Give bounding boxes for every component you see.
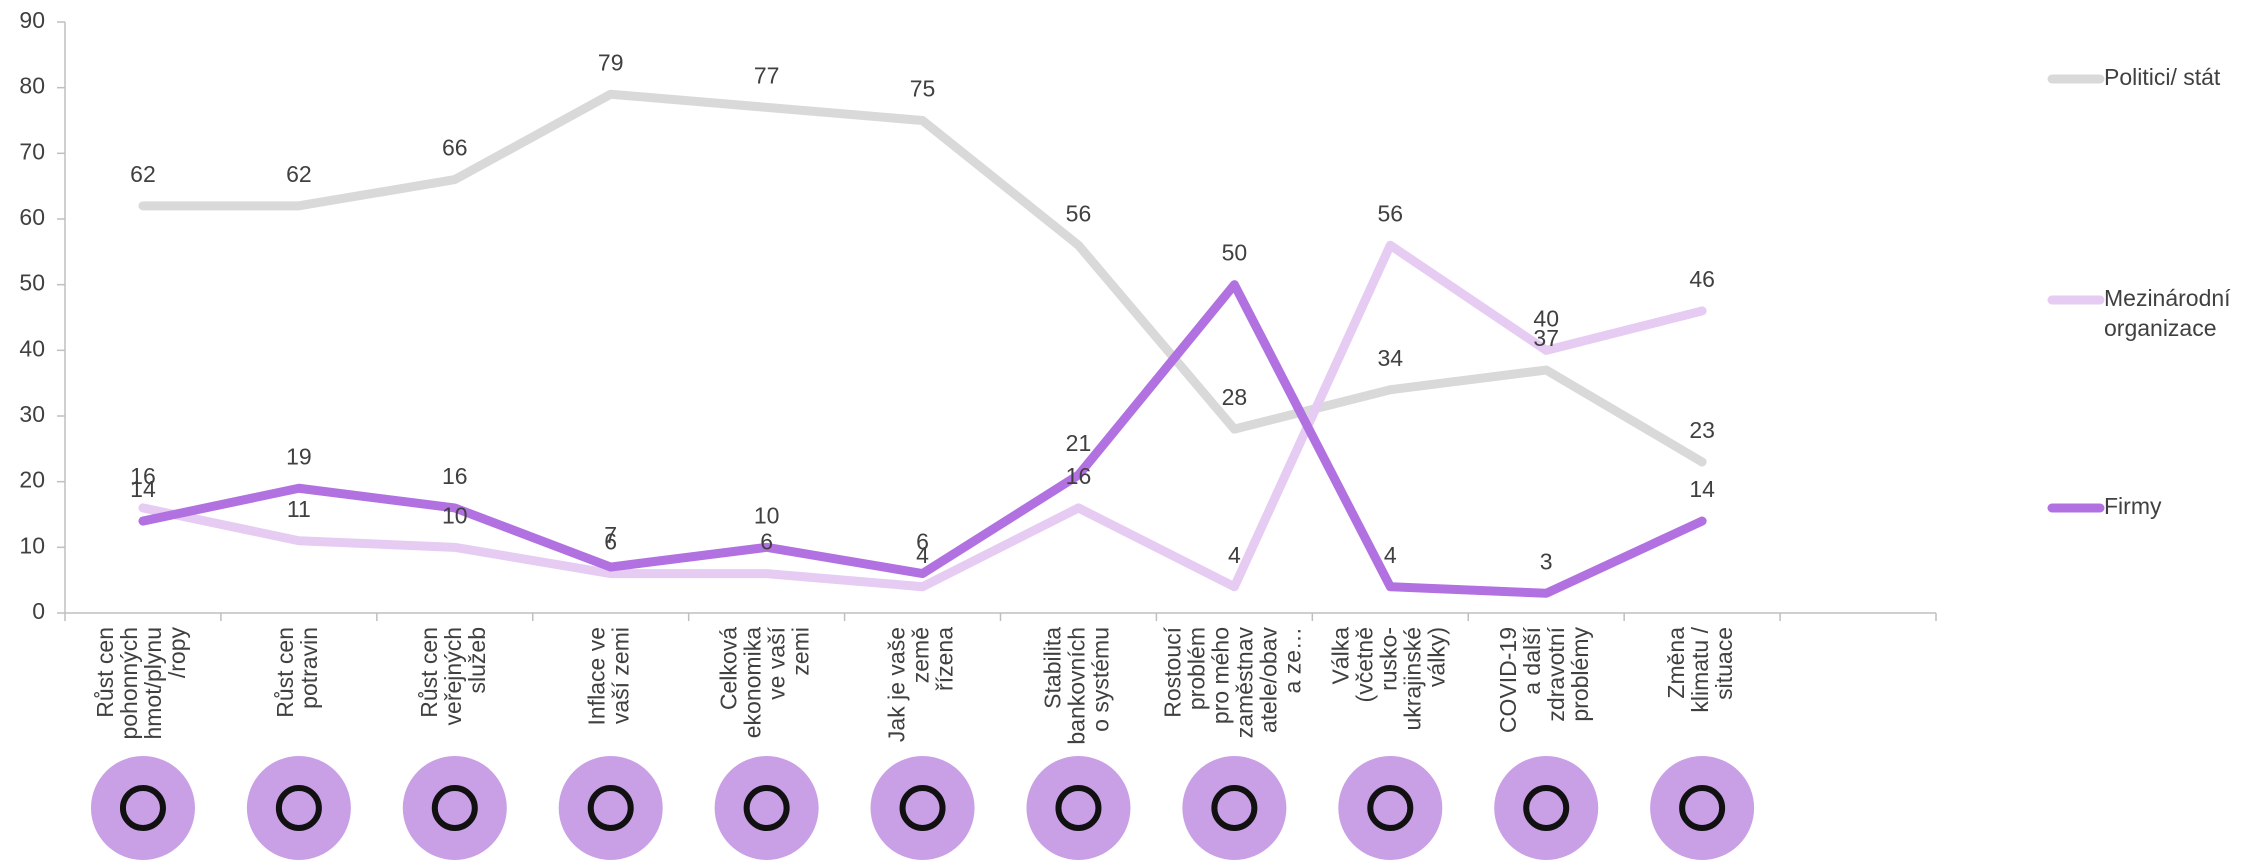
y-tick-label: 0 [32,598,45,624]
data-label: 34 [1377,345,1403,371]
x-tick-label: Růst cenpotravin [272,627,322,718]
x-tick-label: Růst cenpohonnýchhmot/plynu/ropy [92,627,190,740]
data-label: 3 [1540,548,1553,574]
category-icon [1494,756,1599,860]
category-icon [1026,756,1131,860]
category-icon-glyph [431,785,478,831]
series-line [138,240,1707,592]
category-icon-glyph [1055,785,1102,831]
category-icon [558,756,663,860]
category-icon [1182,756,1287,860]
x-tick-label: Růst cenveřejnýchslužeb [416,627,490,725]
legend-label: Mezinárodní organizace [2104,285,2231,341]
data-label: 16 [1066,463,1092,489]
data-label: 62 [286,161,312,187]
x-tick-label: Změnaklimatu /situace [1663,626,1737,712]
y-tick-label: 70 [19,138,45,164]
x-tick-label: Celkováekonomikave vašízemi [716,626,814,738]
data-label: 50 [1222,240,1248,266]
category-icon-glyph [899,785,946,831]
legend-label: Firmy [2104,493,2162,519]
category-icon-glyph [1211,785,1258,831]
data-label: 79 [598,49,624,75]
data-label: 7 [604,522,617,548]
category-label-group: COVID-19a dalšízdravotníproblémy [1495,626,1593,733]
data-label: 21 [1066,430,1092,456]
y-tick-label: 40 [19,335,45,361]
data-label: 6 [604,529,617,555]
data-label: 40 [1533,305,1559,331]
x-tick-label: Rostoucíproblémpro méhozaměstnavatele/ob… [1159,626,1305,738]
category-label-group: Celkováekonomikave vašízemi [716,626,814,738]
data-label: 56 [1066,200,1092,226]
y-tick-label: 10 [19,532,45,558]
category-icon [402,756,507,860]
data-label: 75 [910,76,936,102]
category-icon-glyph [587,785,634,831]
category-icon [246,756,351,860]
data-label: 4 [916,542,929,568]
data-label: 28 [1222,384,1248,410]
category-label-group: Růst cenpotravin [272,627,322,718]
category-label-group: Jak je vašezeměřízena [884,627,958,742]
data-label: 10 [442,502,468,528]
data-label: 19 [286,443,312,469]
category-icon [714,756,819,860]
data-label: 4 [1384,542,1397,568]
category-label-group: Změnaklimatu /situace [1663,626,1737,712]
category-icon-glyph [1523,785,1570,831]
x-tick-label: Inflace vevaší zemi [584,627,634,725]
y-tick-label: 20 [19,467,45,493]
category-icon-glyph [743,785,790,831]
y-tick-label: 60 [19,204,45,230]
category-label-group: Rostoucíproblémpro méhozaměstnavatele/ob… [1159,626,1305,738]
data-label: 66 [442,135,468,161]
x-tick-label: Jak je vašezeměřízena [884,627,958,742]
data-label: 62 [130,161,156,187]
y-tick-label: 30 [19,401,45,427]
data-label: 16 [130,463,156,489]
data-label: 23 [1689,417,1715,443]
category-label-group: Růst cenpohonnýchhmot/plynu/ropy [92,627,190,740]
x-tick-label: COVID-19a dalšízdravotníproblémy [1495,626,1593,733]
category-icon-glyph [275,785,322,831]
data-label: 11 [287,496,311,522]
data-label: 37 [1533,325,1559,351]
data-label: 16 [442,463,468,489]
y-tick-label: 80 [19,73,45,99]
data-label: 4 [1228,542,1241,568]
data-label: 14 [1689,476,1715,502]
category-label-group: Válka(včetněrusko-ukrajinskéválky) [1327,627,1449,731]
category-label-group: Růst cenveřejnýchslužeb [416,627,490,725]
category-icon-glyph [1367,785,1414,831]
data-label: 14 [130,476,156,502]
category-icon [1650,756,1755,860]
data-label: 6 [916,529,929,555]
y-tick-label: 90 [19,7,45,33]
data-label: 77 [754,62,780,88]
legend-label: Politici/ stát [2104,64,2221,90]
series-line [138,280,1707,598]
category-icon [870,756,975,860]
category-label-group: Inflace vevaší zemi [584,627,634,725]
data-label: 6 [760,529,773,555]
series-line [138,89,1707,467]
y-tick-label: 50 [19,270,45,296]
category-icon-glyph [1679,785,1726,831]
data-label: 56 [1377,200,1403,226]
x-tick-label: Stabilitabankovnícho systému [1040,627,1114,745]
category-icon-glyph [119,785,166,831]
category-label-group: Stabilitabankovnícho systému [1040,627,1114,745]
category-icon [1338,756,1443,860]
category-icon [90,756,195,860]
data-label: 10 [754,502,780,528]
x-tick-label: Válka(včetněrusko-ukrajinskéválky) [1327,627,1449,731]
data-label: 46 [1689,266,1715,292]
